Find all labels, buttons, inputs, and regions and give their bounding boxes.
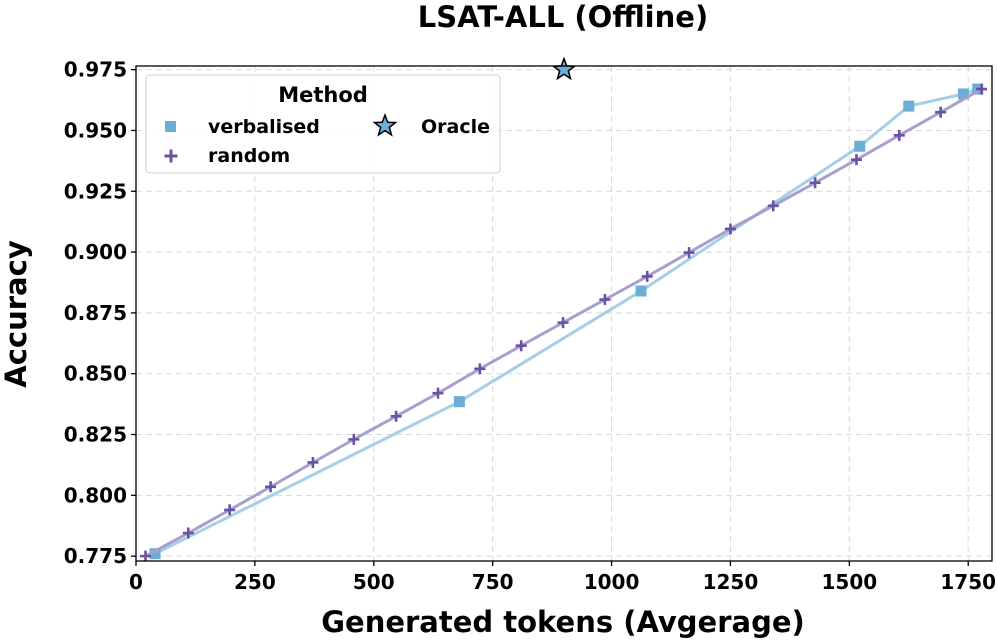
y-tick-label: 0.875 [64,301,127,325]
data-point-random [850,154,862,166]
data-point-verbalised [453,396,465,408]
x-tick-label: 1250 [703,570,759,594]
y-tick-label: 0.800 [64,483,127,507]
x-tick-label: 250 [234,570,276,594]
y-tick-label: 0.950 [64,118,127,142]
data-point-random [683,247,695,259]
y-tick-label: 0.925 [64,179,127,203]
legend: Method verbalised random Oracle [145,74,501,174]
y-tick-label: 0.775 [64,544,127,568]
legend-box [145,74,501,174]
data-point-verbalised [854,140,866,152]
legend-marker-random [164,149,178,163]
data-point-random [348,433,360,445]
x-tick-label: 0 [129,570,143,594]
x-tick-label: 1500 [821,570,877,594]
data-point-random [724,223,736,235]
data-point-random [265,481,277,493]
data-point-random [307,456,319,468]
data-point-verbalised [903,100,915,112]
x-tick-label: 1000 [584,570,640,594]
x-axis-label: Generated tokens (Avgerage) [321,605,805,639]
data-point-random [599,294,611,306]
y-tick-label: 0.850 [64,362,127,386]
data-point-random [515,340,527,352]
data-point-random [390,410,402,422]
data-point-random [935,106,947,118]
data-point-random [557,317,569,329]
x-tick-label: 500 [353,570,395,594]
data-point-random [474,363,486,375]
data-point-random [893,129,905,141]
data-point-random [224,504,236,516]
x-tick-label: 1750 [940,570,996,594]
data-point-verbalised [149,548,161,560]
data-point-random [182,527,194,539]
data-point-random [641,270,653,282]
y-tick-label: 0.975 [64,58,127,82]
legend-title: Method [278,83,368,107]
data-point-random [767,200,779,212]
data-point-oracle [551,56,577,81]
legend-label-verbalised: verbalised [208,116,320,138]
data-point-random [140,550,152,562]
y-axis-label: Accuracy [0,240,33,388]
tick-layer: 0 250 500 750 1000 1250 1500 1750 0.775 0.800 0.82… [64,58,996,594]
chart-title: LSAT-ALL (Offline) [418,0,708,34]
legend-label-oracle: Oracle [421,116,490,138]
legend-marker-oracle [372,112,398,137]
data-point-random [976,83,988,95]
data-point-verbalised [635,285,647,297]
x-tick-label: 750 [472,570,514,594]
series-layer [140,56,988,562]
data-point-random [432,387,444,399]
y-tick-label: 0.825 [64,423,127,447]
legend-marker-verbalised [165,121,176,132]
y-tick-label: 0.900 [64,240,127,264]
legend-label-random: random [208,145,290,167]
data-point-random [809,177,821,189]
data-point-verbalised [957,88,969,100]
